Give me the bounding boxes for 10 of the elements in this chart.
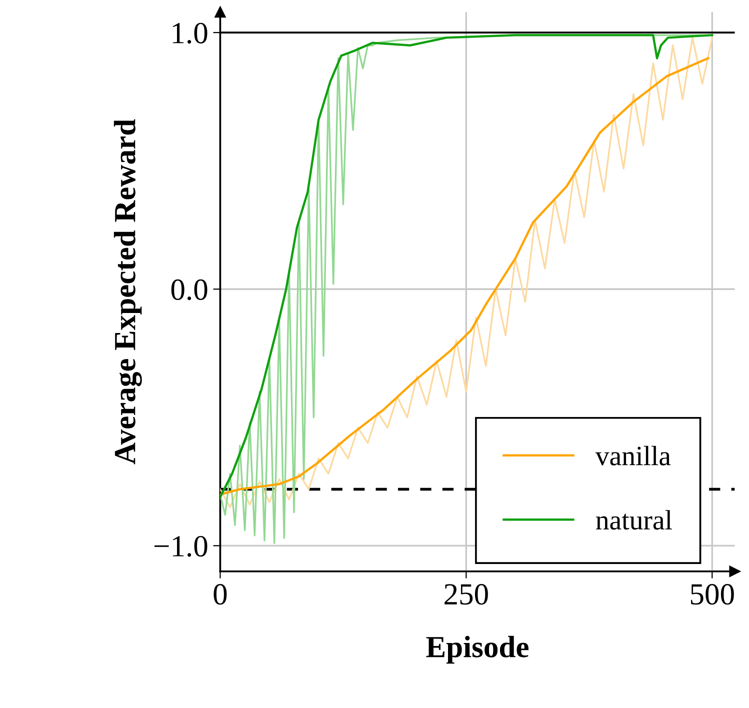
legend-label: natural: [596, 510, 672, 530]
x-axis-title: Episode: [426, 636, 528, 664]
legend-label: vanilla: [595, 446, 671, 466]
y-tick-label: 0.0: [171, 279, 208, 300]
x-tick-label: 0: [214, 584, 227, 605]
y-axis-title: Average Expected Reward: [114, 119, 142, 464]
y-tick-label: 1.0: [172, 22, 208, 44]
x-tick-label: 500: [691, 584, 734, 605]
y-tick-label: −1.0: [154, 536, 208, 557]
x-tick-label: 250: [444, 584, 488, 605]
